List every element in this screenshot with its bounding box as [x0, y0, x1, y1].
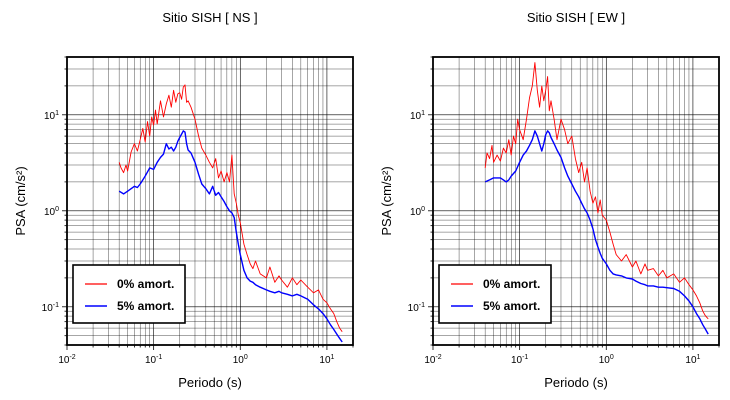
y-tick-label: 10-1 [408, 302, 425, 314]
legend-label: 5% amort. [117, 299, 174, 313]
series-line-red [484, 62, 709, 320]
legend: 0% amort. 5% amort. [438, 264, 552, 324]
series-line-red [118, 84, 343, 332]
legend-box [438, 264, 552, 324]
x-tick-label: 10-1 [145, 354, 162, 366]
x-axis-label: Periodo (s) [544, 375, 608, 390]
y-tick-label: 101 [44, 110, 59, 122]
legend: 0% amort. 5% amort. [72, 264, 186, 324]
x-tick-label: 10-2 [58, 354, 75, 366]
x-tick-label: 10-1 [511, 354, 528, 366]
legend-label: 5% amort. [483, 299, 540, 313]
series-line-blue [118, 130, 343, 343]
y-tick-label: 100 [410, 206, 425, 218]
chart-title: Sitio SISH [ EW ] [527, 10, 625, 25]
x-tick-label: 100 [233, 354, 248, 366]
x-tick-label: 100 [599, 354, 614, 366]
plot-frame [432, 56, 720, 346]
series-line-blue [484, 130, 709, 335]
plot-frame [66, 56, 354, 346]
legend-box [72, 264, 186, 324]
x-axis-label: Periodo (s) [178, 375, 242, 390]
chart-panel-2: 10-2 10-1 100 101 10-1 100 101 Sitio SISH [ EW … [379, 10, 720, 390]
chart-title: Sitio SISH [ NS ] [162, 10, 257, 25]
x-tick-label: 101 [685, 354, 700, 366]
legend-label: 0% amort. [483, 277, 540, 291]
chart-panel-1: 10-2 10-1 100 101 10-1 100 101 Sitio SISH [ NS … [13, 10, 354, 390]
y-axis-label: PSA (cm/s²) [13, 166, 28, 235]
y-tick-label: 10-1 [42, 302, 59, 314]
x-tick-label: 101 [319, 354, 334, 366]
legend-label: 0% amort. [117, 277, 174, 291]
y-tick-label: 100 [44, 206, 59, 218]
y-tick-label: 101 [410, 110, 425, 122]
x-tick-label: 10-2 [424, 354, 441, 366]
y-axis-label: PSA (cm/s²) [379, 166, 394, 235]
